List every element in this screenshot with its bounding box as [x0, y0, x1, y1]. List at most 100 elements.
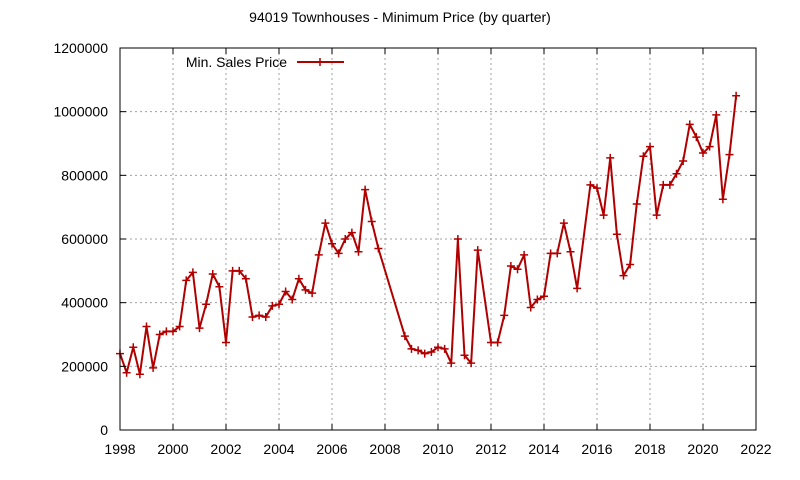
data-point [612, 230, 621, 239]
data-point [606, 153, 615, 162]
data-point [321, 219, 330, 228]
data-point [646, 142, 654, 151]
data-point [718, 195, 727, 204]
data-point [467, 359, 476, 368]
data-point [268, 301, 277, 310]
data-point [473, 246, 482, 255]
data-point [275, 300, 283, 309]
data-point [255, 311, 264, 320]
data-point [142, 322, 151, 331]
data-point [235, 266, 244, 275]
data-point [188, 268, 197, 277]
data-point [506, 262, 515, 271]
x-tick-label: 2002 [210, 441, 241, 457]
x-tick-label: 2008 [369, 441, 400, 457]
data-point [354, 247, 363, 256]
data-point [566, 247, 575, 256]
data-point [248, 312, 257, 321]
data-point [599, 211, 608, 220]
data-point [540, 292, 548, 301]
data-point [414, 346, 423, 355]
data-point [593, 184, 601, 193]
chart-title: 94019 Townhouses - Minimum Price (by qua… [249, 9, 551, 25]
data-point [149, 363, 158, 372]
data-point [328, 239, 336, 248]
x-tick-label: 2014 [528, 441, 559, 457]
data-point [712, 110, 721, 119]
y-tick-label: 200000 [61, 358, 108, 374]
data-point [632, 199, 641, 208]
data-point [553, 249, 562, 258]
data-point [308, 289, 317, 298]
data-point [460, 351, 469, 360]
data-point [586, 180, 595, 189]
data-point [301, 285, 310, 294]
data-point [288, 295, 297, 304]
data-point [261, 312, 270, 321]
legend-label: Min. Sales Price [186, 54, 287, 70]
data-point [559, 219, 568, 228]
data-point [692, 133, 701, 142]
x-tick-label: 2020 [687, 441, 718, 457]
data-point [155, 330, 164, 339]
data-point [434, 343, 442, 352]
data-point [347, 228, 356, 237]
data-point [533, 295, 542, 304]
data-point [215, 282, 224, 291]
y-tick-label: 400000 [61, 295, 108, 311]
data-point [685, 120, 694, 129]
data-point [182, 276, 191, 285]
data-point [202, 300, 211, 309]
data-point [705, 142, 714, 151]
y-tick-label: 800000 [61, 167, 108, 183]
x-tick-label: 2000 [157, 441, 188, 457]
data-point [639, 152, 648, 161]
x-tick-label: 2018 [634, 441, 665, 457]
grid-lines [120, 48, 756, 430]
y-tick-label: 1200000 [53, 40, 108, 56]
y-tick-label: 0 [100, 422, 108, 438]
data-point [367, 217, 376, 226]
data-point [334, 249, 343, 258]
data-point [407, 344, 416, 353]
data-point [520, 250, 529, 259]
series-line [119, 95, 738, 376]
data-point [222, 338, 230, 347]
legend-marker [316, 58, 324, 66]
data-point [169, 327, 177, 336]
data-point [732, 91, 741, 100]
x-tick-label: 2012 [475, 441, 506, 457]
data-point [652, 211, 661, 220]
data-point [175, 322, 184, 331]
y-tick-label: 600000 [61, 231, 108, 247]
data-point [619, 271, 628, 280]
data-point [241, 274, 250, 283]
data-point [195, 324, 204, 333]
data-point [427, 348, 436, 357]
y-axis-tick-labels: 0 200000 400000 600000 800000 1000000 1200000 [53, 40, 108, 438]
data-point [341, 235, 350, 243]
data-point [665, 180, 674, 189]
data-point [281, 287, 290, 296]
data-point [493, 338, 502, 347]
axis-ticks [119, 47, 757, 431]
data-point [208, 270, 217, 279]
x-tick-label: 2016 [581, 441, 612, 457]
data-point [135, 370, 144, 379]
x-tick-label: 1998 [104, 441, 135, 457]
legend: Min. Sales Price [186, 54, 344, 70]
x-tick-label: 2010 [422, 441, 453, 457]
data-point [672, 169, 681, 178]
data-point [420, 349, 429, 358]
data-point [626, 260, 635, 269]
data-point [447, 359, 456, 368]
series-layer [116, 91, 741, 379]
data-point [573, 284, 582, 293]
data-point [294, 274, 303, 283]
x-tick-label: 2004 [263, 441, 294, 457]
data-point [122, 368, 131, 377]
x-axis-tick-labels: 1998 2000 2002 2004 2006 2008 2010 2012 2014 2016… [104, 441, 771, 457]
data-point [725, 150, 734, 159]
data-point [679, 157, 688, 166]
